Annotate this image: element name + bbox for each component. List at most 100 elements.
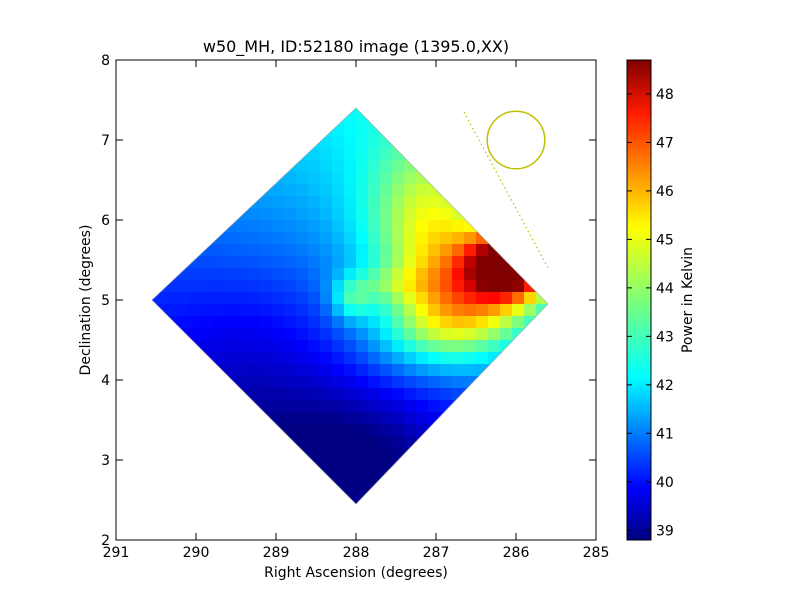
heatmap-cell [272,148,285,161]
heatmap-cell [440,208,453,221]
heatmap-cell [320,508,333,521]
heatmap-cell [452,108,465,113]
heatmap-cell [428,148,441,161]
heatmap-cell [212,448,225,461]
heatmap-cell [248,184,261,197]
heatmap-cell [416,112,429,125]
heatmap-cell [428,424,441,437]
heatmap-cell [440,316,453,329]
heatmap-cell [428,196,441,209]
heatmap-cell [248,352,261,365]
heatmap-cell [368,328,381,341]
heatmap-cell [488,436,501,449]
heatmap-cell [296,400,309,413]
heatmap-cell [392,124,405,137]
heatmap-cell [548,172,561,185]
heatmap-cell [392,220,405,233]
heatmap-cell [476,148,489,161]
heatmap-cell [164,412,177,425]
heatmap-cell [152,496,153,504]
heatmap-cell [428,172,441,185]
heatmap-cell [188,208,201,221]
heatmap-cell [380,352,393,365]
heatmap-cell [152,124,165,137]
heatmap-cell [416,172,429,185]
heatmap-cell [488,376,501,389]
heatmap-cell [464,172,477,185]
heatmap-cell [476,316,489,329]
heatmap-cell [368,304,381,317]
heatmap-cell [392,328,405,341]
heatmap-cell [260,124,273,137]
heatmap-cell [296,208,309,221]
heatmap-cell [512,460,525,473]
heatmap-cell [536,220,548,233]
heatmap-cell [260,280,273,293]
chart-title: w50_MH, ID:52180 image (1395.0,XX) [203,37,509,57]
heatmap-cell [548,124,561,137]
heatmap-cell [548,496,561,509]
heatmap-cell [464,208,477,221]
heatmap-cell [152,112,165,125]
heatmap-cell [512,472,525,485]
heatmap-cell [464,112,477,125]
heatmap-cell [224,412,237,425]
heatmap-cell [524,496,537,504]
heatmap-cell [176,436,189,449]
heatmap-cell [152,280,165,293]
heatmap-cell [152,460,165,473]
heatmap-cell [368,364,381,377]
heatmap-cell [320,304,333,317]
heatmap-cell [272,472,285,485]
heatmap-cell [476,448,489,461]
heatmap-cell [296,280,309,293]
heatmap-cell [368,436,381,449]
heatmap-cell [212,208,225,221]
heatmap-cell [488,496,501,504]
heatmap-cell [284,268,297,281]
heatmap-cell [392,340,405,353]
heatmap-cell [512,184,525,197]
heatmap-cell [356,256,369,269]
heatmap-cell [476,352,489,365]
heatmap-cell [248,256,261,269]
heatmap-cell [500,304,513,317]
heatmap-cell [500,268,513,281]
heatmap-cell [344,376,357,389]
heatmap-cell [440,136,453,149]
heatmap-cell [320,208,333,221]
heatmap-cell [416,220,429,233]
heatmap-cell [428,484,441,497]
heatmap-cell [248,484,261,497]
heatmap-cell [188,292,201,305]
heatmap-cell [284,388,297,401]
heatmap-cell [452,412,465,425]
heatmap-cell [164,184,177,197]
heatmap-cell [512,304,525,317]
heatmap-cell [488,304,501,317]
heatmap-cell [248,304,261,317]
heatmap-cell [260,352,273,365]
heatmap-cell [464,496,477,504]
heatmap-cell [524,400,537,413]
heatmap-cell [152,472,165,485]
heatmap-cell [152,436,153,449]
heatmap-cell [188,124,201,137]
heatmap-cell [260,232,273,245]
heatmap-cell [236,412,249,425]
heatmap-cell [164,136,177,149]
heatmap-cell [248,508,261,521]
heatmap-cell [332,352,345,365]
heatmap-cell [404,208,417,221]
heatmap-cell [320,424,333,437]
heatmap-cell [380,208,393,221]
heatmap-cell [500,472,513,485]
heatmap-cell [176,352,189,365]
heatmap-cell [416,484,429,497]
heatmap-cell [200,388,213,401]
heatmap-cell [320,196,333,209]
heatmap-cell [524,364,537,377]
heatmap-cell [524,304,537,317]
heatmap-cell [416,472,429,485]
heatmap-cell [332,172,345,185]
